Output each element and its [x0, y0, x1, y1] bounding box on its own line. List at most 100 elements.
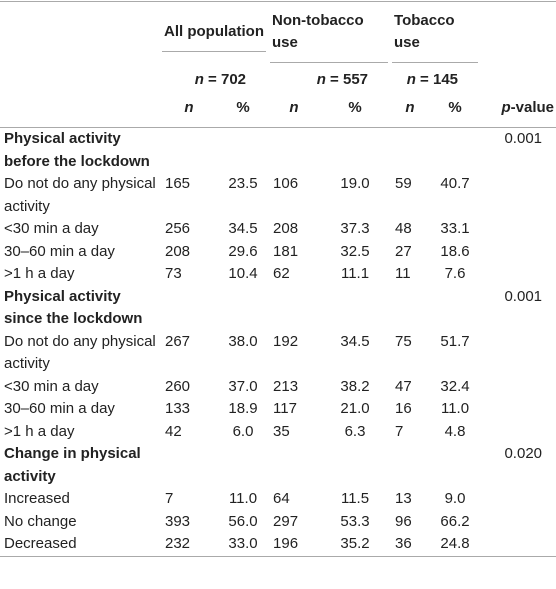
- empty-cell: [268, 128, 320, 174]
- percent-cell: 6.3: [344, 422, 366, 440]
- count-cell: 393: [165, 512, 191, 530]
- group-label: All population: [162, 13, 267, 52]
- count-cell: 192: [273, 332, 299, 350]
- empty-cell: [430, 443, 480, 488]
- empty-cell: [480, 421, 556, 444]
- percent-cell: 29.6: [228, 242, 258, 260]
- data-row: >1 h a day 42 6.0 35 6.3 7 4.8: [0, 421, 556, 444]
- percent-cell: 38.2: [340, 377, 370, 395]
- section-row: Physical activity before the lockdown 0.0…: [0, 128, 556, 174]
- subheader-label: %: [236, 99, 250, 116]
- empty-cell: [218, 128, 268, 174]
- percent-cell: 11.5: [340, 490, 370, 507]
- row-label: <30 min a day: [4, 377, 99, 395]
- percent-cell: 34.5: [340, 332, 370, 350]
- row-label: Increased: [4, 490, 70, 507]
- section-title: Physical activity before the lockdown: [4, 130, 150, 170]
- group-size: n = 702: [160, 63, 268, 97]
- percent-cell: 9.0: [444, 490, 466, 507]
- subheader: %: [320, 97, 391, 128]
- subheader-label: n: [289, 99, 299, 116]
- percent-cell: 66.2: [440, 512, 470, 530]
- empty-cell: [430, 286, 480, 331]
- corner-cell: [0, 63, 160, 97]
- count-cell: 7: [395, 422, 404, 440]
- group-header: Non-tobacco use: [268, 2, 390, 63]
- empty-cell: [480, 2, 556, 64]
- count-cell: 13: [395, 490, 412, 507]
- empty-cell: [218, 286, 268, 331]
- count-cell: 16: [395, 400, 412, 417]
- percent-cell: 6.0: [232, 422, 254, 440]
- count-cell: 36: [395, 535, 412, 552]
- percent-cell: 53.3: [340, 512, 370, 530]
- count-cell: 73: [165, 265, 182, 282]
- count-cell: 267: [165, 332, 191, 350]
- empty-cell: [160, 286, 218, 331]
- group-label: Non-tobacco use: [270, 2, 389, 63]
- p-value: 0.001: [504, 130, 543, 147]
- n-symbol: n: [194, 70, 204, 88]
- section-title: Physical activity since the lockdown: [4, 287, 143, 328]
- percent-cell: 18.9: [228, 400, 258, 417]
- p-value: 0.020: [504, 445, 543, 462]
- subheader: n: [268, 97, 321, 128]
- count-cell: 133: [165, 400, 191, 417]
- empty-cell: [480, 331, 556, 376]
- group-n: = 702: [208, 70, 247, 88]
- row-label: Do not do any physical activity: [4, 175, 156, 215]
- data-row: No change 393 56.0 297 53.3 96 66.2: [0, 511, 556, 534]
- count-cell: 208: [273, 220, 299, 237]
- empty-cell: [480, 173, 556, 218]
- count-cell: 62: [273, 265, 290, 282]
- p-value: 0.001: [504, 287, 543, 305]
- row-label: >1 h a day: [4, 422, 75, 440]
- count-cell: 256: [165, 220, 191, 237]
- n-symbol: n: [316, 70, 326, 88]
- count-cell: 181: [273, 242, 299, 260]
- group-n: = 145: [420, 70, 459, 88]
- row-label: <30 min a day: [4, 220, 99, 237]
- percent-cell: 11.1: [340, 265, 370, 282]
- header-row: n = 702 n = 557 n = 145: [0, 63, 556, 97]
- empty-cell: [320, 286, 390, 331]
- percent-cell: 33.0: [228, 535, 258, 552]
- percent-cell: 38.0: [228, 332, 258, 350]
- subheader: %: [430, 97, 481, 128]
- percent-cell: 32.5: [340, 242, 370, 260]
- header-row: All population Non-tobacco use Tobacco use: [0, 2, 556, 64]
- empty-cell: [268, 286, 320, 331]
- percent-cell: 32.4: [440, 377, 470, 395]
- empty-cell: [160, 443, 218, 488]
- row-label: No change: [4, 512, 77, 530]
- data-row: Do not do any physical activity 165 23.5 10…: [0, 173, 556, 218]
- empty-cell: [320, 128, 390, 174]
- count-cell: 7: [165, 490, 174, 507]
- empty-cell: [480, 263, 556, 286]
- subheader-label: %: [348, 99, 362, 116]
- count-cell: 297: [273, 512, 299, 530]
- group-header: All population: [160, 2, 268, 64]
- subheader-label: n: [405, 99, 415, 116]
- data-table: All population Non-tobacco use Tobacco use…: [0, 1, 556, 557]
- empty-cell: [480, 63, 556, 97]
- empty-cell: [480, 398, 556, 421]
- percent-cell: 37.0: [228, 377, 258, 395]
- percent-cell: 33.1: [440, 220, 470, 237]
- count-cell: 165: [165, 175, 191, 192]
- row-label: Decreased: [4, 535, 77, 552]
- count-cell: 11: [395, 265, 411, 282]
- percent-cell: 37.3: [340, 220, 370, 237]
- data-row: 30–60 min a day 133 18.9 117 21.0 16 11.0: [0, 398, 556, 421]
- empty-cell: [160, 128, 218, 174]
- subheader: n: [390, 97, 431, 128]
- subheader: n: [160, 97, 218, 128]
- row-label: Do not do any physical activity: [4, 332, 156, 373]
- subheader: %: [218, 97, 269, 128]
- group-label: Tobacco use: [392, 2, 479, 63]
- count-cell: 106: [273, 175, 299, 192]
- data-row: Do not do any physical activity 267 38.0 19…: [0, 331, 556, 376]
- empty-cell: [480, 376, 556, 399]
- count-cell: 48: [395, 220, 412, 237]
